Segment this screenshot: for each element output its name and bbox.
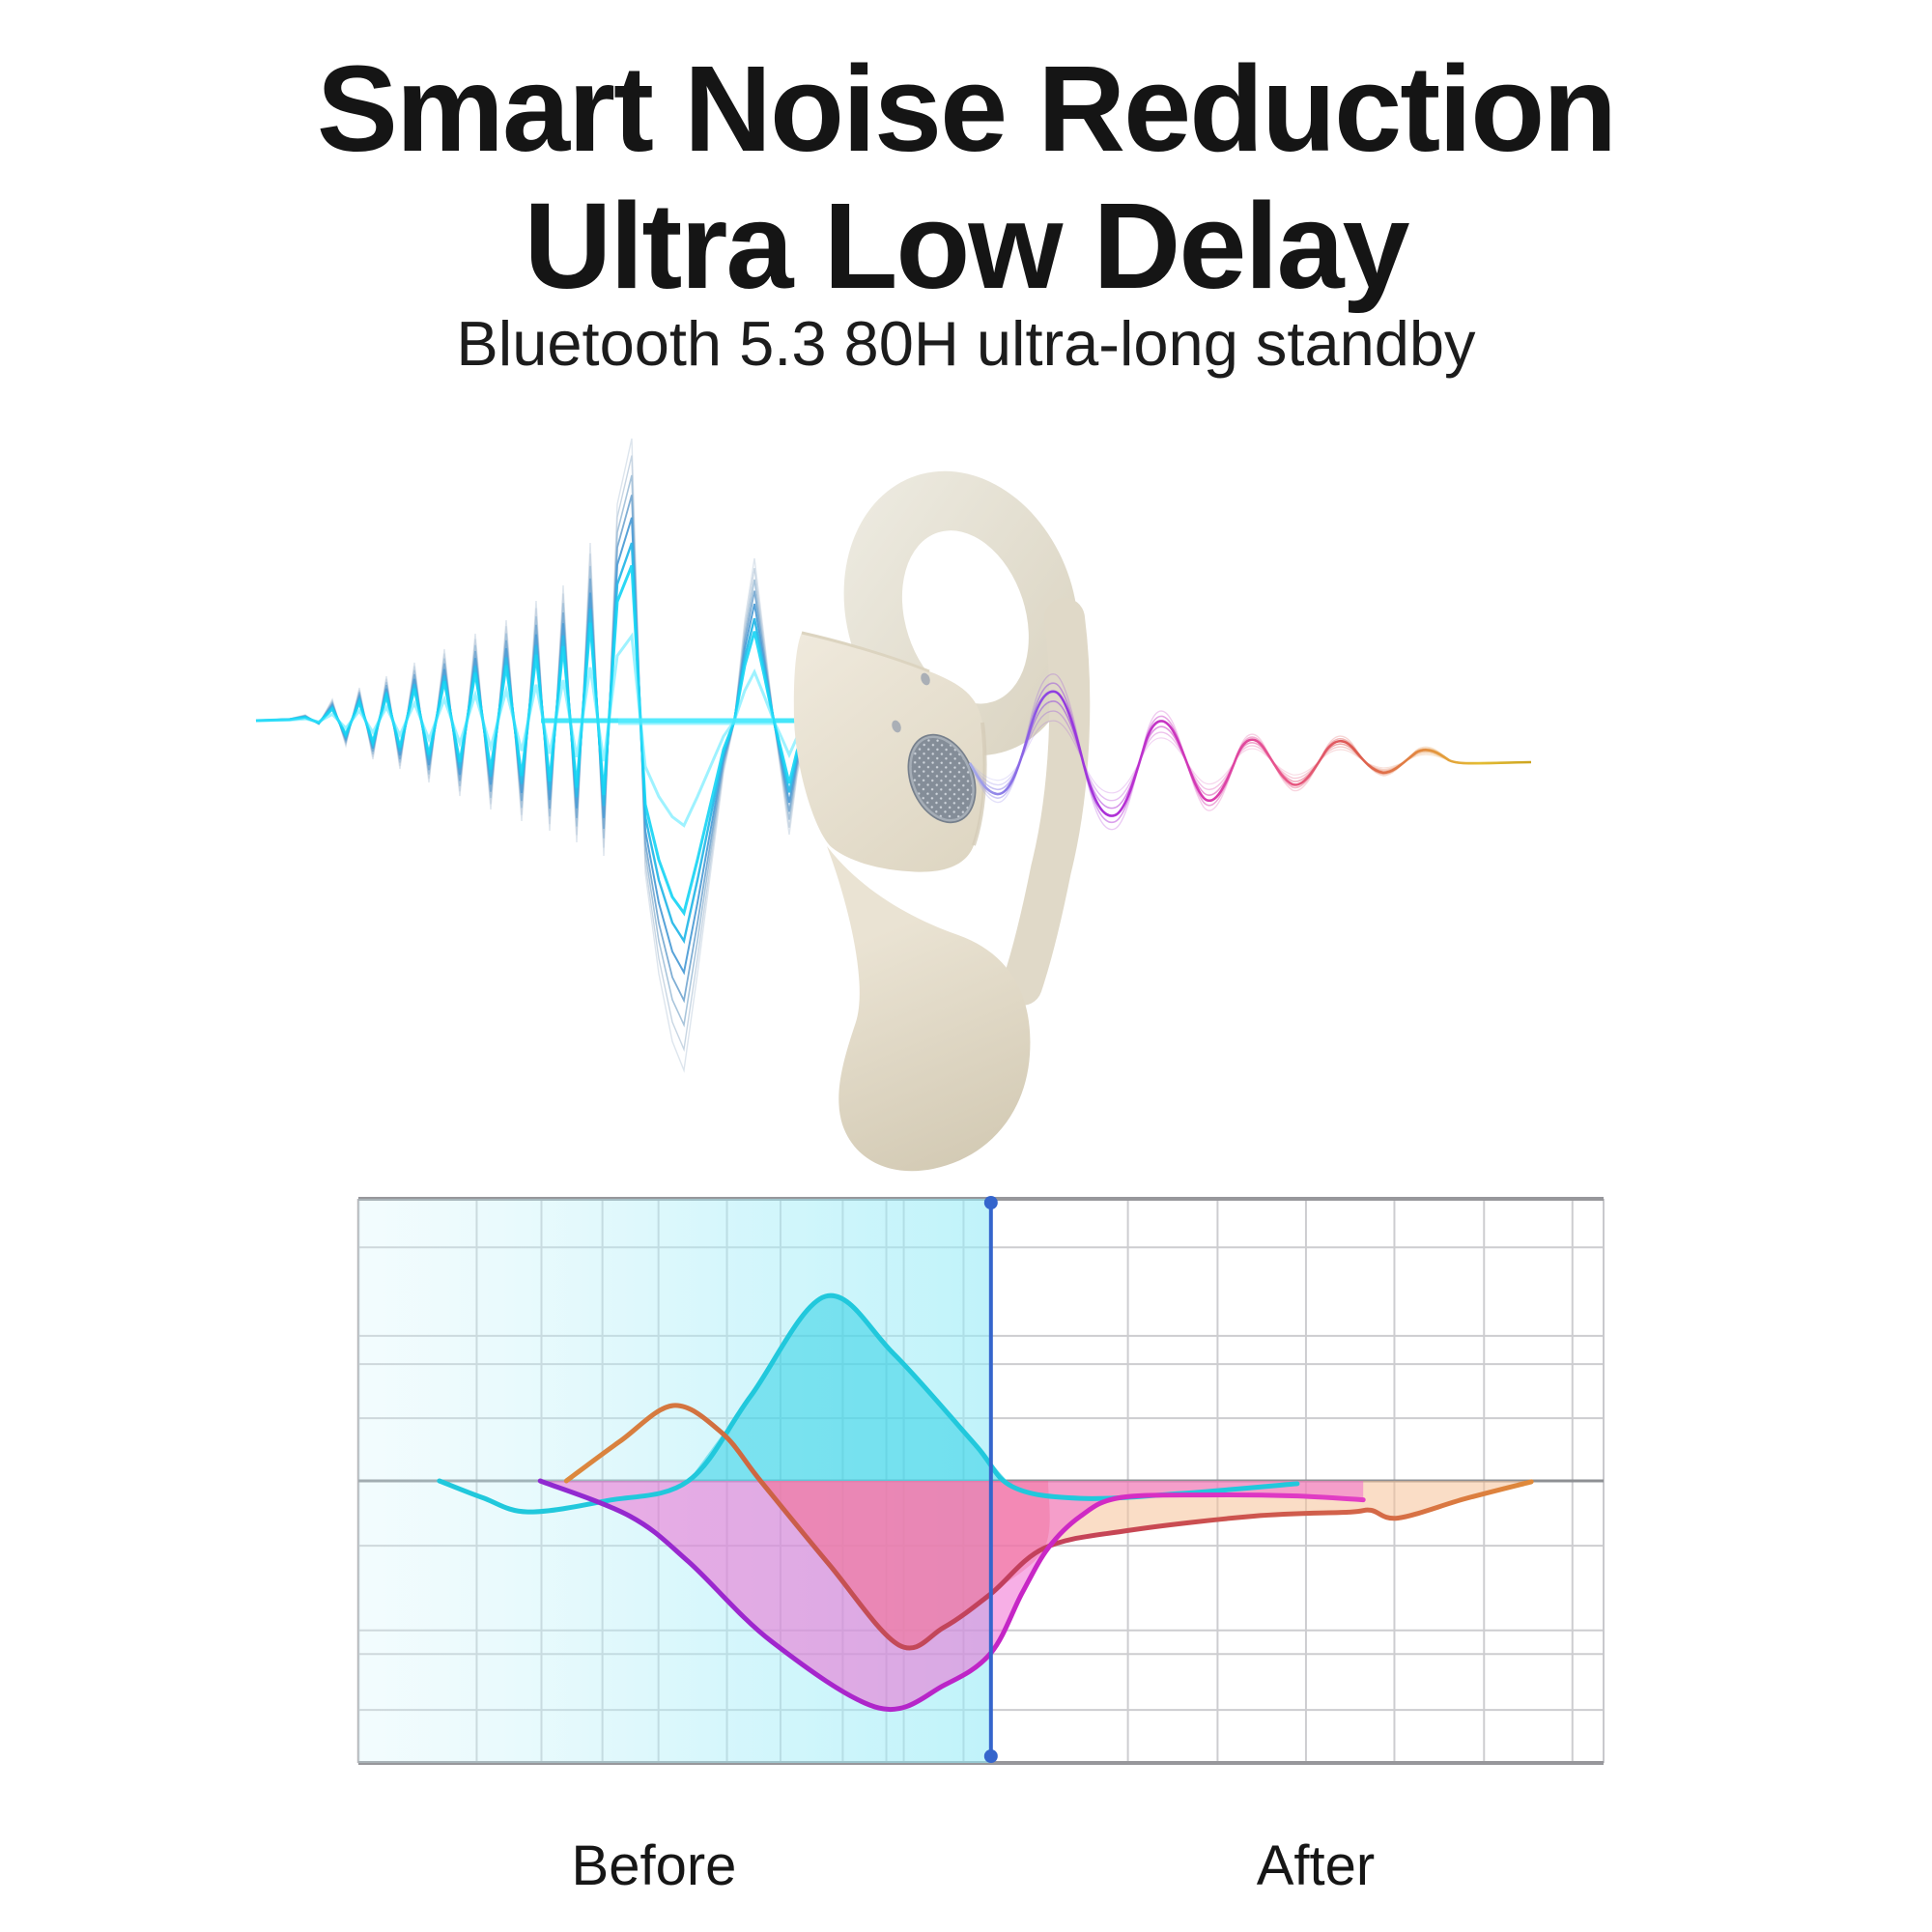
marker-dot-top (983, 1196, 998, 1209)
noise-peak-fill (688, 1295, 1012, 1487)
noise-level (437, 1293, 1300, 1515)
earbud-tail (827, 846, 1031, 1172)
marker-dot-bottom (983, 1749, 998, 1763)
headline-line2: Ultra Low Delay (524, 178, 1409, 315)
processed-fill (540, 1481, 1364, 1710)
processed-signal (537, 1478, 1366, 1712)
after-label: After (1256, 1834, 1376, 1897)
deep-warm-tint (760, 1481, 1050, 1649)
earbud-illustration (793, 470, 1091, 1172)
before-label: Before (571, 1834, 737, 1897)
speaker-grille-icon (907, 733, 977, 824)
mic-hole-icon (921, 672, 930, 686)
headline: Smart Noise Reduction Ultra Low Delay (0, 41, 1932, 316)
mic-hole-icon (892, 720, 901, 733)
noise-reduction-chart (356, 1196, 1605, 1765)
headline-line1: Smart Noise Reduction (316, 41, 1617, 177)
ear-hook-tip (1002, 598, 1091, 1006)
subtitle: Bluetooth 5.3 80H ultra-long standby (456, 308, 1476, 379)
